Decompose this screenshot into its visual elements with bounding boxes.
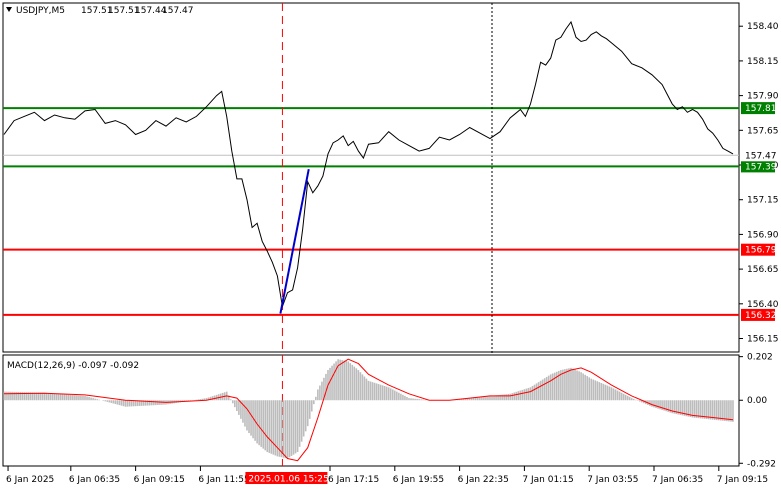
ohlc-low: 157.44	[135, 6, 167, 16]
cursor-time-label: 2025.01.06 15:25	[245, 472, 329, 485]
x-tick-label: 7 Jan 01:15	[522, 475, 573, 485]
price-tags: 157.81 157.39 156.79 156.32 157.47	[741, 102, 777, 321]
price-tag-label: 157.47	[745, 151, 777, 161]
price-panel[interactable]: USDJPY,M5 157.51 157.51 157.44 157.47	[2, 2, 740, 466]
macd-y-axis: 0.202 0.00 -0.292	[739, 353, 776, 469]
price-panel-frame	[2, 2, 740, 353]
price-y-tick-label: 158.40	[747, 22, 779, 32]
x-tick-label: 6 Jan 06:35	[69, 475, 120, 485]
price-tag-box	[741, 308, 775, 321]
trend-line[interactable]	[279, 168, 310, 314]
cursor-time-box	[245, 472, 328, 484]
price-y-tick-label: 157.90	[747, 92, 779, 102]
x-tick-label: 7 Jan 09:15	[717, 475, 768, 485]
cursor-time-text: 2025.01.06 15:25	[248, 475, 328, 485]
price-tag-157-39: 157.39	[741, 160, 777, 173]
price-y-tick-label: 157.65	[747, 126, 779, 136]
price-y-tick-label: 156.65	[747, 265, 779, 275]
price-tag-label: 157.81	[745, 104, 777, 114]
macd-panel[interactable]: MACD(12,26,9) -0.097 -0.092	[2, 354, 740, 467]
symbol-dropdown-icon[interactable]	[6, 7, 12, 12]
price-tag-box	[741, 243, 775, 256]
macd-panel-frame	[2, 354, 740, 467]
price-series-line	[3, 20, 734, 309]
price-tag-box	[741, 160, 775, 173]
ohlc-high: 157.51	[108, 6, 140, 16]
x-tick-label: 6 Jan 11:55	[198, 475, 249, 485]
x-tick-label: 7 Jan 06:35	[652, 475, 703, 485]
time-x-axis: 6 Jan 2025 6 Jan 06:35 6 Jan 09:15 6 Jan 11…	[6, 466, 768, 485]
price-y-tick-label: 156.40	[747, 300, 779, 310]
x-tick-label: 6 Jan 22:35	[458, 475, 509, 485]
price-tag-157-47: 157.47	[741, 149, 777, 162]
price-tag-label: 156.32	[745, 311, 777, 321]
macd-y-tick-label: 0.00	[747, 396, 767, 406]
price-y-tick-label: 158.15	[747, 57, 779, 67]
price-tag-label: 157.39	[745, 162, 777, 172]
price-tag-156-32: 156.32	[741, 308, 777, 321]
x-tick-label: 6 Jan 09:15	[134, 475, 185, 485]
ohlc-open: 157.51	[81, 6, 113, 16]
price-tag-label: 156.79	[745, 246, 777, 256]
macd-y-tick-label: 0.202	[747, 353, 773, 363]
ohlc-close: 157.47	[162, 6, 194, 16]
price-tag-box	[741, 149, 775, 162]
x-tick-label: 7 Jan 03:55	[587, 475, 638, 485]
price-y-tick-label: 157.15	[747, 196, 779, 206]
cursor-time-tag: 2025.01.06 15:25	[245, 472, 329, 485]
macd-signal-line	[3, 358, 734, 462]
x-tick-label: 6 Jan 17:15	[328, 475, 379, 485]
price-y-tick-label: 156.15	[747, 335, 779, 345]
chart-header: USDJPY,M5 157.51 157.51 157.44 157.47	[6, 6, 194, 16]
macd-title: MACD(12,26,9) -0.097 -0.092	[7, 361, 139, 371]
price-tag-157-81: 157.81	[741, 102, 777, 115]
macd-y-tick-label: -0.292	[747, 459, 776, 469]
price-tag-box	[741, 102, 775, 115]
symbol-label: USDJPY,M5	[16, 6, 65, 16]
x-tick-label: 6 Jan 2025	[6, 475, 54, 485]
x-tick-label: 6 Jan 19:55	[393, 475, 444, 485]
price-y-tick-label: 156.90	[747, 230, 779, 240]
price-tag-156-79: 156.79	[741, 243, 777, 256]
